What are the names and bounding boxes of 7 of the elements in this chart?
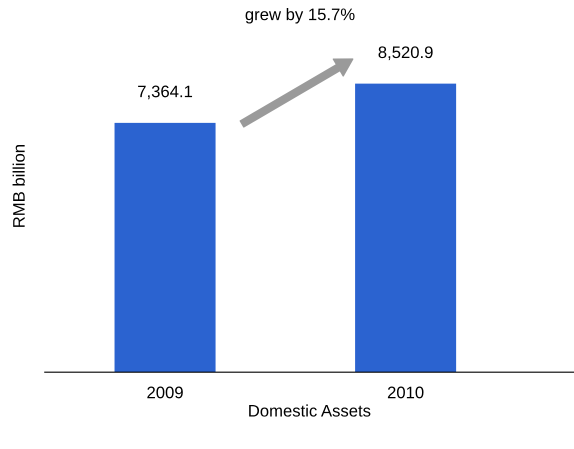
- data-label: 8,520.9: [378, 46, 433, 60]
- text: grew by 15.7%: [246, 8, 355, 24]
- x-tick-label: 2009: [147, 386, 183, 398]
- data-label: 7,364.1: [138, 86, 192, 100]
- x-axis-title: Domestic Assets: [249, 404, 370, 417]
- x-tick-label: 2010: [388, 386, 424, 398]
- y-axis-title: RMB billion: [12, 145, 25, 227]
